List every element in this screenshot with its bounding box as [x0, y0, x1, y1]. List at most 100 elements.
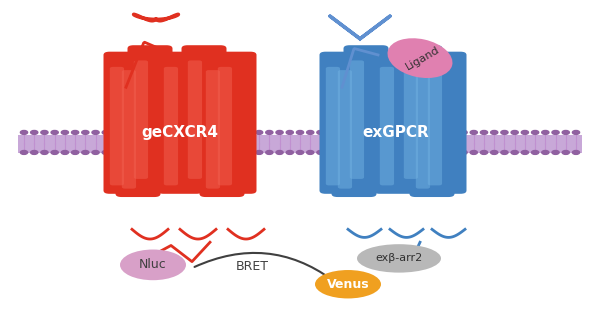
Circle shape [286, 151, 293, 154]
Circle shape [429, 151, 436, 154]
FancyBboxPatch shape [332, 55, 377, 197]
Circle shape [133, 151, 140, 154]
Circle shape [337, 130, 344, 134]
Circle shape [256, 151, 263, 154]
Text: Nluc: Nluc [139, 258, 167, 271]
FancyBboxPatch shape [409, 55, 455, 197]
Circle shape [378, 130, 385, 134]
Circle shape [470, 130, 478, 134]
Circle shape [122, 130, 130, 134]
Circle shape [205, 151, 212, 154]
Circle shape [491, 130, 498, 134]
Circle shape [286, 130, 293, 134]
Circle shape [276, 151, 283, 154]
Circle shape [440, 130, 447, 134]
Circle shape [266, 151, 273, 154]
FancyBboxPatch shape [416, 70, 430, 189]
Circle shape [368, 130, 375, 134]
Circle shape [112, 151, 119, 154]
Circle shape [429, 130, 436, 134]
FancyBboxPatch shape [18, 144, 582, 153]
FancyBboxPatch shape [421, 52, 467, 194]
Circle shape [347, 151, 355, 154]
FancyBboxPatch shape [103, 52, 149, 194]
Circle shape [225, 151, 232, 154]
Text: Ligand: Ligand [404, 44, 442, 72]
Circle shape [61, 151, 68, 154]
Circle shape [20, 130, 28, 134]
Circle shape [41, 130, 48, 134]
FancyBboxPatch shape [343, 45, 389, 187]
Circle shape [460, 151, 467, 154]
Circle shape [562, 130, 569, 134]
Circle shape [440, 151, 447, 154]
FancyBboxPatch shape [404, 60, 418, 179]
Circle shape [164, 130, 171, 134]
Circle shape [184, 151, 191, 154]
Text: exβ-arr2: exβ-arr2 [376, 254, 422, 263]
Circle shape [481, 130, 488, 134]
Circle shape [542, 151, 549, 154]
FancyBboxPatch shape [164, 67, 178, 185]
Circle shape [92, 130, 99, 134]
FancyBboxPatch shape [115, 55, 160, 197]
Circle shape [82, 130, 89, 134]
Circle shape [51, 130, 58, 134]
FancyBboxPatch shape [110, 67, 124, 185]
FancyBboxPatch shape [181, 45, 227, 187]
Text: BRET: BRET [235, 260, 269, 273]
Circle shape [552, 130, 559, 134]
Circle shape [562, 151, 569, 154]
FancyBboxPatch shape [320, 52, 365, 194]
FancyBboxPatch shape [206, 70, 220, 189]
Circle shape [317, 130, 324, 134]
Text: Venus: Venus [326, 278, 370, 291]
Circle shape [532, 130, 539, 134]
Circle shape [521, 130, 529, 134]
Circle shape [71, 130, 79, 134]
Circle shape [552, 151, 559, 154]
Circle shape [245, 151, 253, 154]
Circle shape [409, 130, 416, 134]
FancyBboxPatch shape [428, 67, 442, 185]
Circle shape [378, 151, 385, 154]
Ellipse shape [388, 38, 452, 78]
Circle shape [327, 151, 334, 154]
FancyBboxPatch shape [374, 52, 419, 194]
FancyBboxPatch shape [122, 70, 136, 189]
Circle shape [307, 130, 314, 134]
Circle shape [419, 130, 426, 134]
Circle shape [174, 130, 181, 134]
Circle shape [388, 130, 395, 134]
Circle shape [194, 151, 202, 154]
Circle shape [245, 130, 253, 134]
Circle shape [470, 151, 478, 154]
FancyBboxPatch shape [128, 45, 173, 187]
FancyBboxPatch shape [212, 52, 257, 194]
Circle shape [296, 151, 304, 154]
FancyBboxPatch shape [326, 67, 340, 185]
Circle shape [450, 130, 457, 134]
FancyBboxPatch shape [380, 67, 394, 185]
Circle shape [31, 151, 38, 154]
Circle shape [481, 151, 488, 154]
Circle shape [521, 151, 529, 154]
Circle shape [164, 151, 171, 154]
FancyBboxPatch shape [157, 52, 202, 194]
Circle shape [327, 130, 334, 134]
Circle shape [296, 130, 304, 134]
FancyBboxPatch shape [398, 45, 443, 187]
Ellipse shape [120, 249, 186, 280]
FancyBboxPatch shape [338, 70, 352, 189]
Circle shape [143, 151, 150, 154]
Circle shape [572, 151, 580, 154]
FancyBboxPatch shape [188, 60, 202, 179]
Circle shape [122, 151, 130, 154]
Circle shape [511, 130, 518, 134]
Circle shape [256, 130, 263, 134]
Circle shape [491, 151, 498, 154]
Circle shape [194, 130, 202, 134]
Circle shape [215, 130, 222, 134]
Circle shape [215, 151, 222, 154]
Circle shape [41, 151, 48, 154]
